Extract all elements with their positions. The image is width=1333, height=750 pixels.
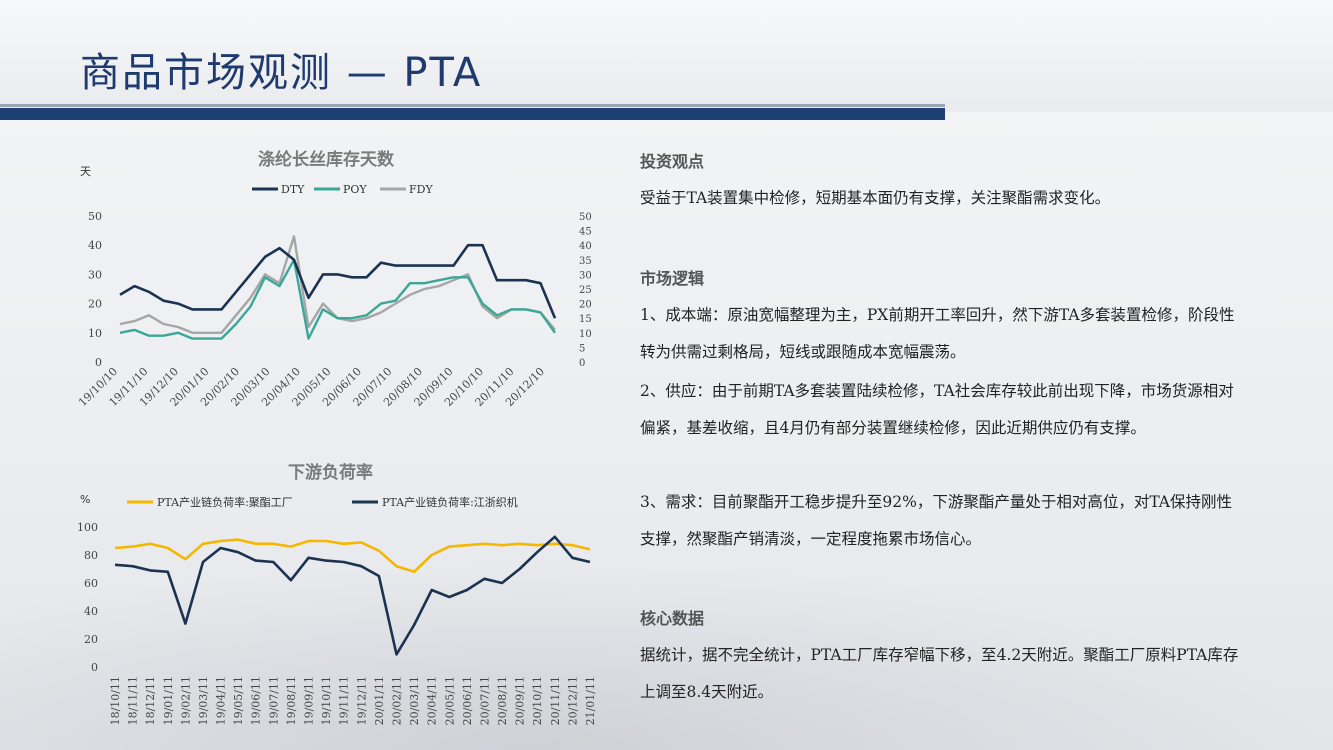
chart2-x-tick-label: 20/01/11 xyxy=(373,676,386,725)
section-investment-title: 投资观点 xyxy=(640,152,705,171)
chart2-x-tick-label: 20/07/11 xyxy=(478,676,491,725)
chart1-series-dty xyxy=(119,243,557,319)
chart1-unit: 天 xyxy=(80,165,91,178)
chart2-x-tick-label: 20/09/11 xyxy=(514,676,527,725)
chart2-x-tick-label: 19/11/11 xyxy=(338,676,351,725)
chart2-y-tick-label: 0 xyxy=(91,661,98,674)
chart2-series-polyester xyxy=(114,538,591,574)
chart1-right-tick-label: 45 xyxy=(579,227,592,238)
title-rule-thin xyxy=(0,104,945,107)
chart2-legend-label: PTA产业链负荷率:聚酯工厂 xyxy=(157,495,293,509)
chart2-x-tick-label: 19/12/11 xyxy=(355,676,368,725)
chart1-right-tick-label: 35 xyxy=(579,256,592,267)
chart2-x-tick-label: 19/09/11 xyxy=(303,676,316,725)
chart1-left-tick-label: 10 xyxy=(88,327,102,340)
chart2-x-tick-label: 19/06/11 xyxy=(250,676,263,725)
chart2-series-weaving xyxy=(114,535,591,656)
chart2-x-tick-label: 19/04/11 xyxy=(215,676,228,725)
chart2-x-tick-label: 20/12/11 xyxy=(566,676,579,725)
chart2-x-tick-label: 19/02/11 xyxy=(179,676,192,725)
chart2-x-tick-label: 20/06/11 xyxy=(461,676,474,725)
section-core-title: 核心数据 xyxy=(640,609,705,628)
chart2-y-tick-label: 20 xyxy=(84,633,98,646)
chart2-x-tick-label: 20/05/11 xyxy=(443,676,456,725)
chart2-title: 下游负荷率 xyxy=(288,463,373,483)
section-logic-p3: 3、需求：目前聚酯开工稳步提升至92%，下游聚酯产量处于相对高位，对TA保持刚性… xyxy=(640,493,1232,548)
chart2-x-tick-label: 18/11/11 xyxy=(127,676,140,725)
chart2-x-tick-label: 20/10/11 xyxy=(531,676,544,725)
chart2-x-tick-label: 20/02/11 xyxy=(390,676,403,725)
chart1-left-tick-label: 40 xyxy=(88,239,102,252)
section-core-text: 据统计，据不完全统计，PTA工厂库存窄幅下移，至4.2天附近。聚酯工厂原料PTA… xyxy=(640,646,1239,701)
chart2-x-tick-label: 19/03/11 xyxy=(197,676,210,725)
chart1-right-tick-label: 5 xyxy=(579,343,585,354)
chart1-title: 涤纶长丝库存天数 xyxy=(258,150,394,170)
chart1-left-tick-label: 50 xyxy=(88,210,102,223)
chart1-left-tick-label: 0 xyxy=(95,356,102,369)
chart2-svg: 0 20 40 60 80 100 18/10/11 18/11/11 18/12/11 19/0… xyxy=(77,495,597,725)
chart2-x-tick-label: 19/08/11 xyxy=(285,676,298,725)
chart1-left-tick-label: 20 xyxy=(88,298,102,311)
chart1-right-tick-label: 50 xyxy=(579,212,592,223)
header-band xyxy=(0,0,1333,112)
chart1-right-tick-label: 15 xyxy=(579,314,592,325)
chart1-right-tick-label: 10 xyxy=(579,329,592,340)
chart2-x-tick-label: 20/08/11 xyxy=(496,676,509,725)
background-decoration xyxy=(0,560,1333,750)
section-investment-text: 受益于TA装置集中检修，短期基本面仍有支撑，关注聚酯需求变化。 xyxy=(640,189,1111,207)
chart2-x-tick-label: 20/03/11 xyxy=(408,676,421,725)
chart1-right-tick-label: 20 xyxy=(579,300,592,311)
chart2-x-tick-label: 21/01/11 xyxy=(584,676,597,725)
chart2-y-tick-label: 60 xyxy=(84,577,98,590)
chart1-legend-label: DTY xyxy=(281,183,305,196)
chart1-right-tick-label: 30 xyxy=(579,270,592,281)
page-title: 商品市场观测 — PTA xyxy=(80,50,483,96)
section-logic-p1: 1、成本端：原油宽幅整理为主，PX前期开工率回升，然下游TA多套装置检修，阶段性… xyxy=(640,306,1235,361)
chart2-x-tick-label: 19/01/11 xyxy=(162,676,175,725)
chart1-right-tick-label: 40 xyxy=(579,241,592,252)
chart2-unit: % xyxy=(80,493,91,506)
chart1-legend-label: POY xyxy=(343,183,367,196)
title-rule xyxy=(0,108,945,120)
chart2-x-tick-label: 19/07/11 xyxy=(267,676,280,725)
chart2-x-tick-label: 20/04/11 xyxy=(426,676,439,725)
chart2-x-tick-label: 19/05/11 xyxy=(232,676,245,725)
chart1-series-poy xyxy=(119,258,556,340)
section-logic-p2: 2、供应：由于前期TA多套装置陆续检修，TA社会库存较此前出现下降，市场货源相对… xyxy=(640,382,1234,437)
chart2-y-tick-label: 40 xyxy=(84,605,98,618)
chart1-left-tick-label: 30 xyxy=(88,268,102,281)
chart2-x-tick-label: 19/10/11 xyxy=(320,676,333,725)
chart1-right-tick-label: 25 xyxy=(579,285,592,296)
chart2-x-tick-label: 20/11/11 xyxy=(549,676,562,725)
chart1-right-tick-label: 0 xyxy=(579,358,585,369)
chart1-svg: 010203040500510152025303540455019/10/101… xyxy=(76,183,592,409)
chart2-y-tick-label: 100 xyxy=(77,521,98,534)
chart2-legend-label: PTA产业链负荷率:江浙织机 xyxy=(382,495,518,509)
chart2-x-tick-label: 18/12/11 xyxy=(144,676,157,725)
chart2-y-tick-label: 80 xyxy=(84,549,98,562)
chart2-x-tick-label: 18/10/11 xyxy=(109,676,122,725)
section-logic-title: 市场逻辑 xyxy=(640,269,705,288)
chart1-legend-label: FDY xyxy=(409,183,433,196)
